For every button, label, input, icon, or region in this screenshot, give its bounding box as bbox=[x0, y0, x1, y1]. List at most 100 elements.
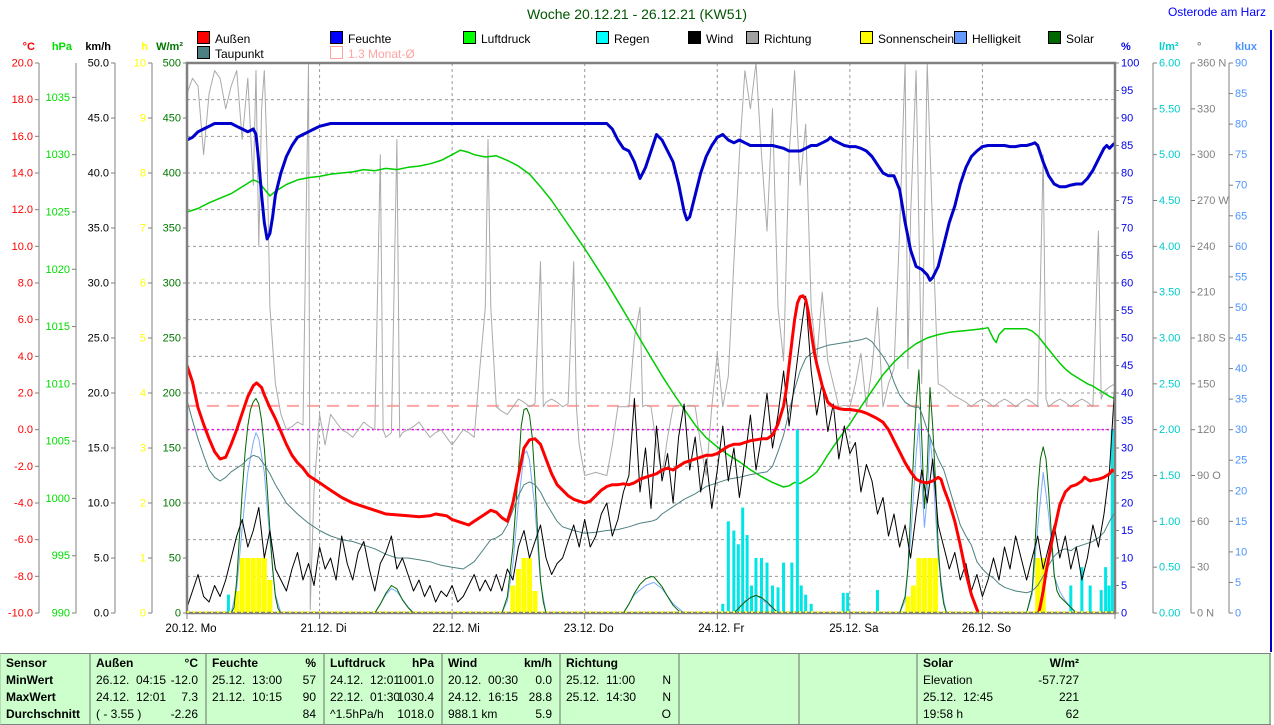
column-separator bbox=[323, 654, 325, 724]
col-header-aussen: Außen bbox=[96, 656, 134, 670]
cell-luftdruck-value-1: 1030.4 bbox=[397, 690, 434, 704]
legend-item-monat: 1.3 Monat-Ø bbox=[330, 46, 415, 61]
axis-unit-dir: ° bbox=[1197, 41, 1202, 53]
cell-richtung-value-0: N bbox=[662, 673, 671, 687]
svg-text:5: 5 bbox=[1121, 580, 1127, 592]
legend-item-aussen: Außen bbox=[197, 31, 250, 46]
svg-text:4: 4 bbox=[140, 388, 146, 400]
svg-text:-6.0: -6.0 bbox=[14, 534, 33, 546]
cell-feuchte-value-1: 90 bbox=[302, 690, 316, 704]
svg-text:20.0: 20.0 bbox=[12, 58, 33, 70]
legend-item-luftdruck: Luftdruck bbox=[463, 31, 530, 46]
series-regen bbox=[226, 429, 1114, 613]
column-separator bbox=[441, 654, 443, 724]
day-label: 22.12. Mi bbox=[432, 623, 479, 635]
svg-text:0.50: 0.50 bbox=[1159, 562, 1180, 574]
luftdruck-swatch-icon bbox=[463, 31, 476, 44]
svg-text:3.00: 3.00 bbox=[1159, 333, 1180, 345]
svg-text:350: 350 bbox=[163, 223, 181, 235]
axis-unit-hum: % bbox=[1121, 41, 1131, 53]
axis-temp: 20.0 18.0 16.0 14.0 12.0 10.0 8.0 6.0 4.0 2.0 0.0 -… bbox=[8, 58, 40, 620]
col-header-richtung: Richtung bbox=[566, 656, 618, 670]
column-separator bbox=[89, 654, 91, 724]
svg-text:80: 80 bbox=[1121, 168, 1133, 180]
legend-label-wind: Wind bbox=[706, 32, 734, 46]
svg-text:25.0: 25.0 bbox=[88, 333, 109, 345]
legend-label-helligkeit: Helligkeit bbox=[972, 32, 1021, 46]
svg-text:10: 10 bbox=[134, 58, 146, 70]
cell-solar-time-1: 25.12. 12:45 bbox=[923, 690, 994, 704]
taupunkt-swatch-icon bbox=[197, 46, 210, 59]
svg-text:40.0: 40.0 bbox=[88, 168, 109, 180]
legend-label-luftdruck: Luftdruck bbox=[481, 32, 531, 46]
cell-richtung-time-0: 25.12. 11:00 bbox=[566, 673, 636, 687]
svg-text:45: 45 bbox=[1121, 360, 1133, 372]
legend-item-taupunkt: Taupunkt bbox=[197, 46, 264, 61]
cell-aussen-time-0: 26.12. 04:15 bbox=[96, 673, 167, 687]
col-unit-luftdruck: hPa bbox=[411, 656, 434, 670]
svg-text:0.0: 0.0 bbox=[18, 424, 33, 436]
legend-label-monat: 1.3 Monat-Ø bbox=[348, 47, 415, 61]
axis-unit-temp: °C bbox=[22, 41, 35, 53]
svg-text:3.50: 3.50 bbox=[1159, 287, 1180, 299]
svg-text:9: 9 bbox=[140, 113, 146, 125]
richtung-swatch-icon bbox=[746, 31, 759, 44]
day-label: 26.12. So bbox=[962, 623, 1011, 635]
legend-item-sonnenschein: Sonnenschein bbox=[860, 31, 954, 46]
col-header-wind: Wind bbox=[448, 656, 478, 670]
solar-swatch-icon bbox=[1048, 31, 1061, 44]
cell-feuchte-value-2: 84 bbox=[302, 707, 316, 721]
day-label: 21.12. Di bbox=[301, 623, 347, 635]
svg-text:6.00: 6.00 bbox=[1159, 58, 1180, 70]
svg-text:1025: 1025 bbox=[46, 206, 70, 218]
axis-unit-rain: l/m² bbox=[1159, 41, 1179, 53]
cell-luftdruck-value-2: 1018.0 bbox=[397, 707, 434, 721]
svg-text:14.0: 14.0 bbox=[12, 168, 33, 180]
svg-text:-8.0: -8.0 bbox=[14, 571, 33, 583]
cell-richtung-value-2: O bbox=[661, 707, 671, 721]
cell-wind-time-0: 20.12. 00:30 bbox=[448, 673, 519, 687]
svg-text:330: 330 bbox=[1197, 103, 1215, 115]
cell-luftdruck-time-0: 24.12. 12:01 bbox=[330, 673, 401, 687]
series-luftdruck bbox=[187, 149, 1115, 488]
column-separator bbox=[678, 654, 680, 724]
svg-text:240: 240 bbox=[1197, 241, 1215, 253]
svg-text:0: 0 bbox=[1235, 608, 1241, 620]
cell-luftdruck-time-2: ^1.5hPa/h bbox=[330, 707, 384, 721]
svg-text:270 W: 270 W bbox=[1197, 195, 1229, 207]
svg-text:10.0: 10.0 bbox=[88, 498, 109, 510]
axis-dir: 360 N 330 300 270 W 240 210 180 S 150 120 90 O 60 3… bbox=[1190, 58, 1229, 620]
svg-text:0: 0 bbox=[1121, 608, 1127, 620]
svg-text:60: 60 bbox=[1121, 278, 1133, 290]
row-label-durchschnitt: Durchschnitt bbox=[6, 707, 81, 721]
svg-text:4.50: 4.50 bbox=[1159, 195, 1180, 207]
svg-text:65: 65 bbox=[1235, 210, 1247, 222]
svg-text:5.50: 5.50 bbox=[1159, 103, 1180, 115]
svg-text:30: 30 bbox=[1235, 424, 1247, 436]
svg-text:2.50: 2.50 bbox=[1159, 378, 1180, 390]
svg-text:6: 6 bbox=[140, 278, 146, 290]
svg-text:50: 50 bbox=[169, 553, 181, 565]
svg-text:2.0: 2.0 bbox=[18, 388, 33, 400]
legend-label-aussen: Außen bbox=[215, 32, 251, 46]
series-aussen bbox=[187, 294, 1115, 613]
svg-text:150: 150 bbox=[1197, 378, 1215, 390]
svg-text:85: 85 bbox=[1235, 88, 1247, 100]
svg-text:65: 65 bbox=[1121, 250, 1133, 262]
station-name: Osterode am Harz bbox=[1167, 5, 1266, 19]
day-label: 25.12. Sa bbox=[829, 623, 879, 635]
axis-hum: 1009590858075706560555045403530252015105… bbox=[1115, 58, 1139, 620]
axis-unit-sun: h bbox=[141, 41, 148, 53]
legend-item-helligkeit: Helligkeit bbox=[954, 31, 1021, 46]
col-unit-solar: W/m² bbox=[1049, 656, 1079, 670]
weather-chart: 20.018.016.014.012.010.08.06.04.02.00.0-… bbox=[8, 58, 1247, 636]
svg-text:80: 80 bbox=[1235, 119, 1247, 131]
svg-text:50: 50 bbox=[1235, 302, 1247, 314]
axis-wind: 50.0 45.0 40.0 35.0 30.0 25.0 20.0 15.0 10.0 5.0 0… bbox=[88, 58, 116, 620]
svg-text:60: 60 bbox=[1235, 241, 1247, 253]
svg-text:45.0: 45.0 bbox=[88, 113, 109, 125]
svg-text:30: 30 bbox=[1197, 562, 1209, 574]
legend-label-regen: Regen bbox=[614, 32, 650, 46]
row-label-sensor: Sensor bbox=[6, 656, 47, 670]
